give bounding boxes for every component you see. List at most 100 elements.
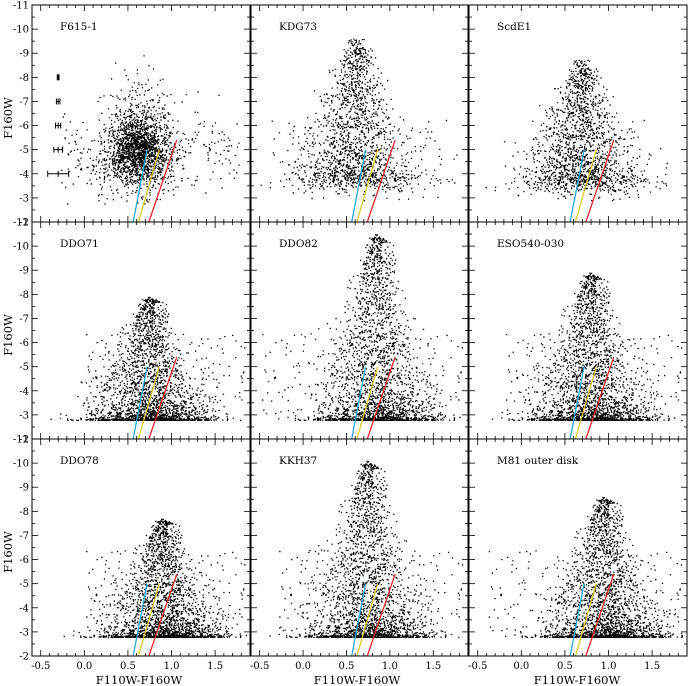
blue-fiducial-line <box>351 583 367 656</box>
x-tick-label: 0.0 <box>295 661 311 672</box>
y-tick-label: -4 <box>19 603 29 614</box>
y-tick-label: -10 <box>13 459 29 470</box>
yellow-fiducial-line <box>574 366 597 439</box>
blue-fiducial-line <box>351 149 367 222</box>
yellow-fiducial-line <box>574 149 597 222</box>
star-points <box>63 518 248 638</box>
blue-fiducial-line <box>132 149 148 222</box>
yellow-fiducial-line <box>137 149 160 222</box>
y-tick-label: -3 <box>19 627 29 638</box>
x-tick-label: 1.5 <box>644 661 660 672</box>
yellow-fiducial-line <box>137 583 160 656</box>
panel-title: ESO540-030 <box>497 238 564 250</box>
red-fiducial-line <box>148 356 178 439</box>
yellow-fiducial-line <box>356 366 379 439</box>
star-points <box>269 460 464 638</box>
y-tick-label: -7 <box>19 314 29 325</box>
star-points <box>262 234 468 421</box>
x-tick-label: -0.5 <box>250 661 269 672</box>
x-tick-label: 0.5 <box>557 661 573 672</box>
x-axis-label: F110W-F160W <box>534 673 621 686</box>
x-tick-label: 1.5 <box>207 661 223 672</box>
panel-eso540-030: ESO540-030 <box>468 221 688 440</box>
panel-frame <box>31 438 251 657</box>
star-points <box>61 55 240 205</box>
y-tick-label: -5 <box>19 145 29 156</box>
x-tick-label: 0.5 <box>339 661 355 672</box>
blue-fiducial-line <box>132 366 148 439</box>
red-fiducial-line <box>585 573 615 656</box>
red-fiducial-line <box>148 573 178 656</box>
y-tick-label: -2 <box>19 652 29 663</box>
panel-title: KDG73 <box>279 21 317 33</box>
panel-frame <box>468 438 688 657</box>
panel-title: DDO78 <box>60 455 99 467</box>
x-tick-label: 0.0 <box>76 661 92 672</box>
panel-title: ScdE1 <box>497 21 531 33</box>
y-tick-label: -6 <box>19 555 29 566</box>
x-axis-label: F110W-F160W <box>314 673 401 686</box>
y-tick-label: -8 <box>19 73 29 84</box>
panel-ddo82: DDO82 <box>250 221 469 440</box>
scatter-marks <box>50 296 246 421</box>
yellow-fiducial-line <box>356 149 379 222</box>
blue-fiducial-line <box>351 366 367 439</box>
yellow-fiducial-line <box>356 583 379 656</box>
panel-scde1: ScdE1 <box>468 4 688 223</box>
scatter-marks <box>260 38 458 202</box>
yellow-fiducial-line <box>574 583 597 656</box>
y-tick-label: -10 <box>13 25 29 36</box>
x-tick-label: 0.5 <box>120 661 136 672</box>
y-tick-label: -8 <box>19 290 29 301</box>
star-points <box>260 38 458 202</box>
y-tick-label: -5 <box>19 362 29 373</box>
panel-kkh37: -0.5 0.0 0.5 1.0 1.5 KKH37 <box>250 438 469 672</box>
panel-m81-outer-disk: -0.5 0.0 0.5 1.0 1.5 M81 outer disk <box>468 438 688 672</box>
panel-ddo78: -2 -3 -4 -5 -6 -7 -8 -9 -10 -11 -0.5 0.0 0.5 1.0 1.5 DD… <box>13 435 251 672</box>
red-fiducial-line <box>366 139 396 222</box>
red-fiducial-line <box>366 573 396 656</box>
y-tick-label: -3 <box>19 193 29 204</box>
y-tick-label: -3 <box>19 410 29 421</box>
y-axis-label: F160W <box>1 531 15 573</box>
yellow-fiducial-line <box>137 366 160 439</box>
panel-f615-1: -2 -3 -4 -5 -6 -7 -8 -9 -10 -11 F615-1 <box>13 1 251 229</box>
blue-fiducial-line <box>569 366 585 439</box>
panel-title: KKH37 <box>279 455 317 467</box>
panel-kdg73: KDG73 <box>250 4 469 223</box>
scatter-marks <box>61 55 240 205</box>
y-axis-label: F160W <box>1 314 15 356</box>
x-tick-label: -0.5 <box>468 661 487 672</box>
y-tick-label: -9 <box>19 266 29 277</box>
scatter-marks <box>63 518 248 638</box>
star-points <box>485 59 668 202</box>
scatter-marks <box>262 234 468 421</box>
y-tick-label: -7 <box>19 97 29 108</box>
y-axis-titles: F160W F160W F160W <box>1 97 15 573</box>
scatter-marks <box>488 496 683 638</box>
y-tick-label: -4 <box>19 386 29 397</box>
y-tick-label: -9 <box>19 49 29 60</box>
y-tick-label: -7 <box>19 531 29 542</box>
blue-fiducial-line <box>569 583 585 656</box>
y-tick-label: -8 <box>19 507 29 518</box>
x-tick-label: 1.0 <box>382 661 398 672</box>
y-tick-label: -10 <box>13 242 29 253</box>
blue-fiducial-line <box>569 149 585 222</box>
star-points <box>488 496 683 638</box>
red-fiducial-line <box>148 139 178 222</box>
scatter-marks <box>269 460 464 638</box>
star-points <box>50 296 246 421</box>
panel-frame <box>250 4 469 223</box>
red-fiducial-line <box>585 356 615 439</box>
panel-ddo71: -2 -3 -4 -5 -6 -7 -8 -9 -10 -11 DDO71 <box>13 218 251 446</box>
y-tick-label: -2 <box>19 218 29 229</box>
y-tick-label: -2 <box>19 435 29 446</box>
y-tick-label: -4 <box>19 169 29 180</box>
x-axis-label: F110W-F160W <box>96 673 183 686</box>
x-tick-label: 1.0 <box>164 661 180 672</box>
panel-grid: -2 -3 -4 -5 -6 -7 -8 -9 -10 -11 F615-1 KDG73 ScdE1 -2… <box>13 1 688 672</box>
panel-title: DDO82 <box>279 238 318 250</box>
x-tick-label: 0.0 <box>513 661 529 672</box>
scatter-marks <box>485 59 668 202</box>
